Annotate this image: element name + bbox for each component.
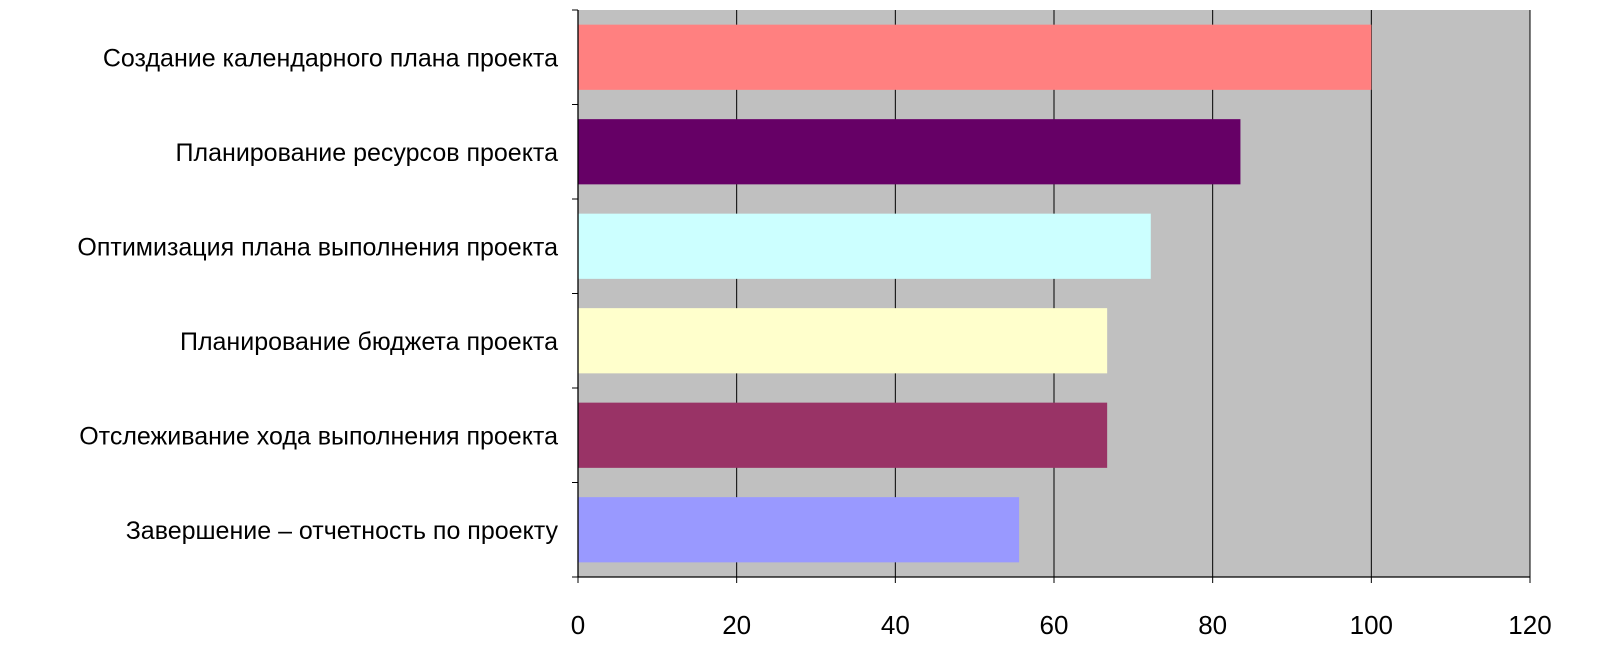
x-tick-label-0: 0 [571, 610, 585, 640]
bar-4 [578, 402, 1108, 468]
category-label-5: Завершение – отчетность по проекту [126, 517, 559, 545]
category-label-0: Создание календарного плана проекта [103, 44, 558, 72]
x-tick-label-1: 20 [722, 610, 751, 640]
category-label-4: Отслеживание хода выполнения проекта [79, 422, 558, 450]
bar-5 [578, 497, 1020, 563]
category-label-3: Планирование бюджета проекта [180, 328, 558, 356]
x-tick-label-4: 80 [1198, 610, 1227, 640]
grid-lines [736, 10, 1531, 577]
x-tick-labels: 0 20 40 60 80 100 120 [571, 610, 1552, 640]
axes [572, 9, 1531, 583]
bar-2 [578, 213, 1151, 279]
x-tick-label-2: 40 [881, 610, 910, 640]
bar-0 [578, 24, 1372, 90]
category-label-2: Оптимизация плана выполнения проекта [77, 233, 558, 261]
bar-3 [578, 308, 1108, 374]
bar-1 [578, 119, 1241, 185]
x-tick-label-5: 100 [1350, 610, 1393, 640]
x-tick-label-3: 60 [1040, 610, 1069, 640]
x-tick-label-6: 120 [1508, 610, 1551, 640]
category-labels: Создание календарного плана проекта Плани… [77, 44, 558, 545]
category-label-1: Планирование ресурсов проекта [176, 139, 559, 167]
bars [578, 24, 1372, 563]
